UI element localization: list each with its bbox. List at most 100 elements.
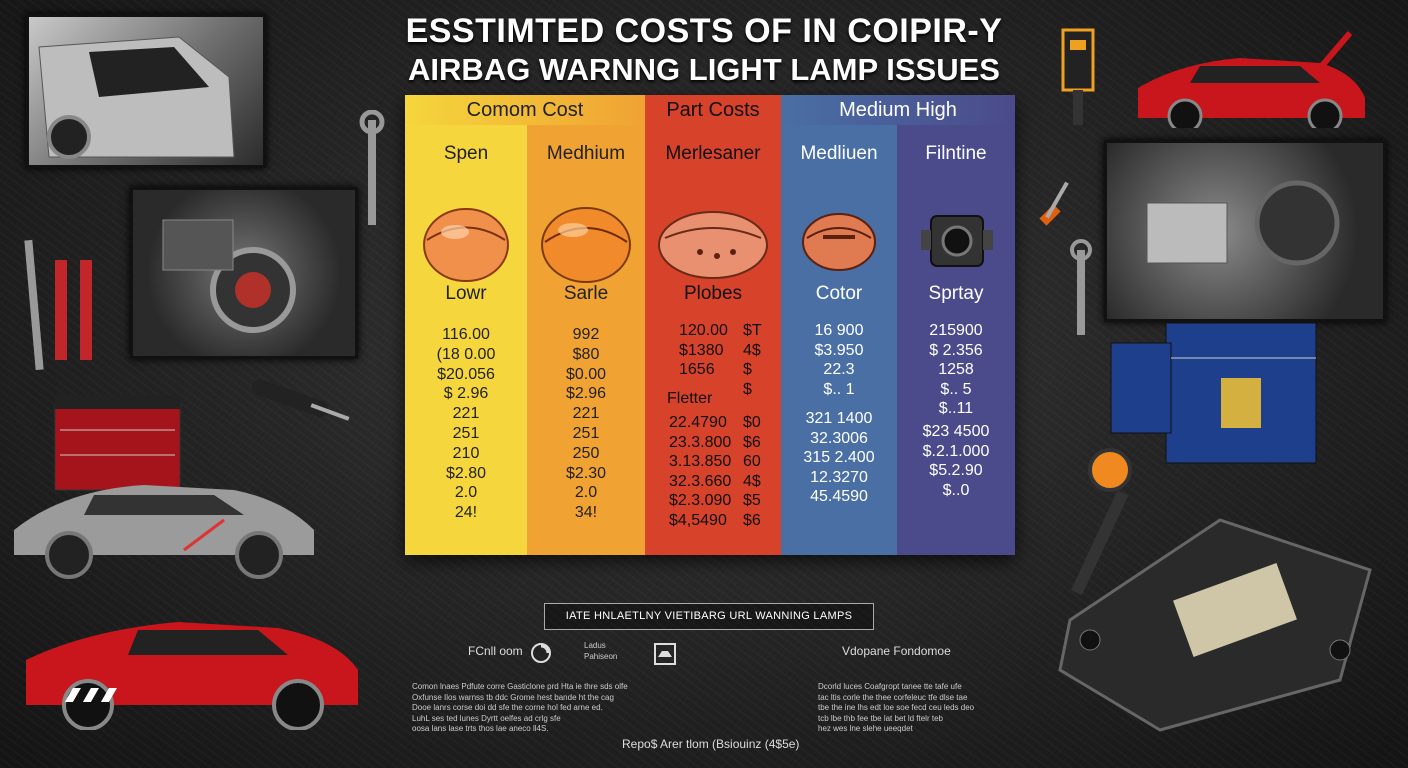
column-values-top: 215900 $ 2.356 1258 $.. 5 $..11 — [897, 321, 1015, 419]
cost-value: $80 — [572, 345, 600, 363]
cost-value: $..0 — [942, 481, 970, 499]
paragraph-line: oosa lans lase trts thos lae aneco ll4S. — [412, 724, 549, 733]
fletter-label: Fletter — [667, 390, 713, 407]
group-header-part: Part Costs — [645, 95, 781, 127]
cost-value: 210 — [452, 444, 480, 462]
paragraph-line: tcb lbe thb fee tbe lat bet ld ftelr teb — [818, 713, 943, 723]
car-door-illustration — [38, 36, 235, 159]
cost-value: 4$ — [743, 341, 761, 359]
cost-value: $2.3.090 — [669, 492, 732, 509]
grey-car-icon — [14, 485, 314, 579]
screwdriver-icon — [251, 380, 350, 421]
paragraph-line: tac ltis corle the thee corfeleuc tfe dl… — [818, 692, 968, 702]
cost-value: $.. 5 — [940, 380, 972, 398]
column-filntine: Filntine Sprtay 215900 $ 2.356 1258 $.. … — [897, 125, 1015, 555]
sensor-part-icon — [921, 215, 993, 267]
car-badge-icon — [654, 643, 676, 665]
paragraph-line: Comon lnaes Pdfute corre Gasticlone prd … — [412, 682, 628, 691]
footer-left-paragraph: Comon lnaes Pdfute corre Gasticlone prd … — [412, 682, 682, 735]
cost-value: 22.3 — [823, 361, 855, 378]
column-name: Filntine — [925, 143, 987, 164]
cost-value: $ — [743, 361, 752, 378]
cost-value: $ — [743, 380, 752, 398]
cost-value: 34! — [574, 504, 598, 522]
cost-value: $ 2.96 — [443, 385, 489, 403]
cost-value: $2.80 — [445, 464, 487, 482]
cost-value: $5.2.90 — [929, 462, 983, 479]
wrench-right-icon — [1070, 239, 1092, 335]
page-title-line1: ESSTIMTED COSTS OF IN COIPIR-Y — [405, 12, 1003, 50]
cost-value: 215900 — [929, 322, 983, 339]
red-sedan-icon — [1138, 31, 1365, 128]
cost-value: $3.950 — [814, 341, 864, 359]
cost-value: 250 — [572, 444, 600, 462]
red-car-icon — [26, 622, 358, 730]
cost-value: 22.4790 — [669, 414, 727, 431]
footer-caption: Repo$ Arer tlom (Bsiouinz (4$5e) — [622, 737, 800, 751]
cost-value: $2.30 — [565, 464, 607, 482]
column-sub: Cotor — [815, 283, 863, 304]
column-values-top: 16 900 $3.950 22.3 $.. 1 — [781, 321, 897, 399]
column-sub: Lowr — [445, 283, 487, 304]
cost-value: 16 900 — [814, 322, 864, 339]
cost-value: 32.3006 — [810, 429, 868, 447]
column-values: 116.00 (18 0.00 $20.056 $ 2.96 221 251 2… — [405, 325, 527, 523]
toolbox-icon — [54, 395, 181, 491]
airbag-module-icon — [1058, 518, 1372, 732]
car-interior-photo — [26, 14, 266, 168]
cost-value: 1258 — [938, 361, 974, 378]
column-values-bottom: 22.4790 23.3.800 3.13.850 32.3.660 $2.3.… — [669, 413, 731, 530]
cost-value: $0.00 — [565, 365, 607, 383]
cost-value: 251 — [452, 424, 480, 442]
screwdriver-orange-icon — [1039, 181, 1069, 226]
cost-value: 32.3.660 — [669, 472, 732, 490]
footer-right-label: Vdopane Fondomoe — [842, 644, 951, 658]
column-values-bottom: $23 4500 $.2.1.000 $5.2.90 $..0 — [897, 422, 1015, 500]
spiral-icon — [531, 643, 551, 663]
page-title-line2: AIRBAG WARNNG LIGHT LAMP ISSUES — [408, 52, 1000, 87]
airbag-part-icon — [802, 213, 876, 271]
test-light-icon — [1071, 448, 1132, 596]
cost-value: (18 0.00 — [436, 345, 496, 363]
engine-photo — [130, 187, 358, 359]
cost-value: $4,5490 — [669, 511, 727, 529]
cost-value: 120.00 — [679, 322, 728, 339]
cost-value: $.2.1.000 — [922, 442, 990, 460]
paragraph-line: Dcorld luces Coafgropt tanee tte tafe uf… — [818, 682, 962, 691]
column-sub: Plobes — [683, 283, 743, 304]
cost-value: 321 1400 — [805, 410, 873, 427]
cost-value: $6 — [743, 511, 761, 529]
paragraph-line: hez wes lne slehe ueeqdet — [818, 724, 913, 733]
cost-value: 221 — [572, 405, 600, 423]
cost-value: 45.4590 — [810, 488, 868, 505]
group-header-medium-high: Medium High — [781, 95, 1015, 127]
cost-value: 992 — [572, 326, 600, 343]
cost-value: $6 — [743, 433, 761, 451]
cost-value: $.. 1 — [823, 380, 855, 398]
cost-value: 251 — [572, 424, 600, 442]
cost-value: 221 — [452, 405, 480, 423]
footer-left-label: FCnll oom — [468, 644, 523, 658]
column-spen: Spen Lowr 116.00 (18 0.00 $20.056 $ 2.96… — [405, 125, 527, 555]
column-name: Spen — [443, 143, 489, 164]
paragraph-line: LuhL ses ted lunes Dyrtt oelfes ad crlg … — [412, 713, 561, 723]
column-name: Merlesaner — [665, 143, 761, 164]
pliers-icon — [24, 239, 92, 370]
column-merlesaner: Merlesaner Plobes 120.00 $1380 1656 $T 4… — [645, 125, 781, 555]
engine-bay-illustration — [1146, 180, 1340, 266]
column-medliuen: Medliuen Cotor 16 900 $3.950 22.3 $.. 1 … — [781, 125, 897, 555]
cost-value: $1380 — [679, 341, 724, 359]
column-values-top: 120.00 $1380 1656 — [679, 321, 728, 380]
column-values-bottom: 321 1400 32.3006 315 2.400 12.3270 45.45… — [781, 409, 897, 507]
lamp-tool-icon — [1061, 28, 1095, 125]
column-medhium: Medhium Sarle 992 $80 $0.00 $2.96 221 25… — [527, 125, 645, 555]
cost-value: $20.056 — [437, 365, 495, 383]
column-name: Medliuen — [800, 143, 878, 164]
blue-toolbox-icon — [1110, 322, 1317, 464]
column-sub: Sarle — [563, 283, 609, 304]
cost-value: 1656 — [679, 361, 715, 378]
engine-illustration — [162, 219, 296, 333]
cost-value: 116.00 — [442, 326, 490, 343]
airbag-part-icon — [658, 211, 768, 279]
cost-value: $..11 — [938, 400, 974, 417]
